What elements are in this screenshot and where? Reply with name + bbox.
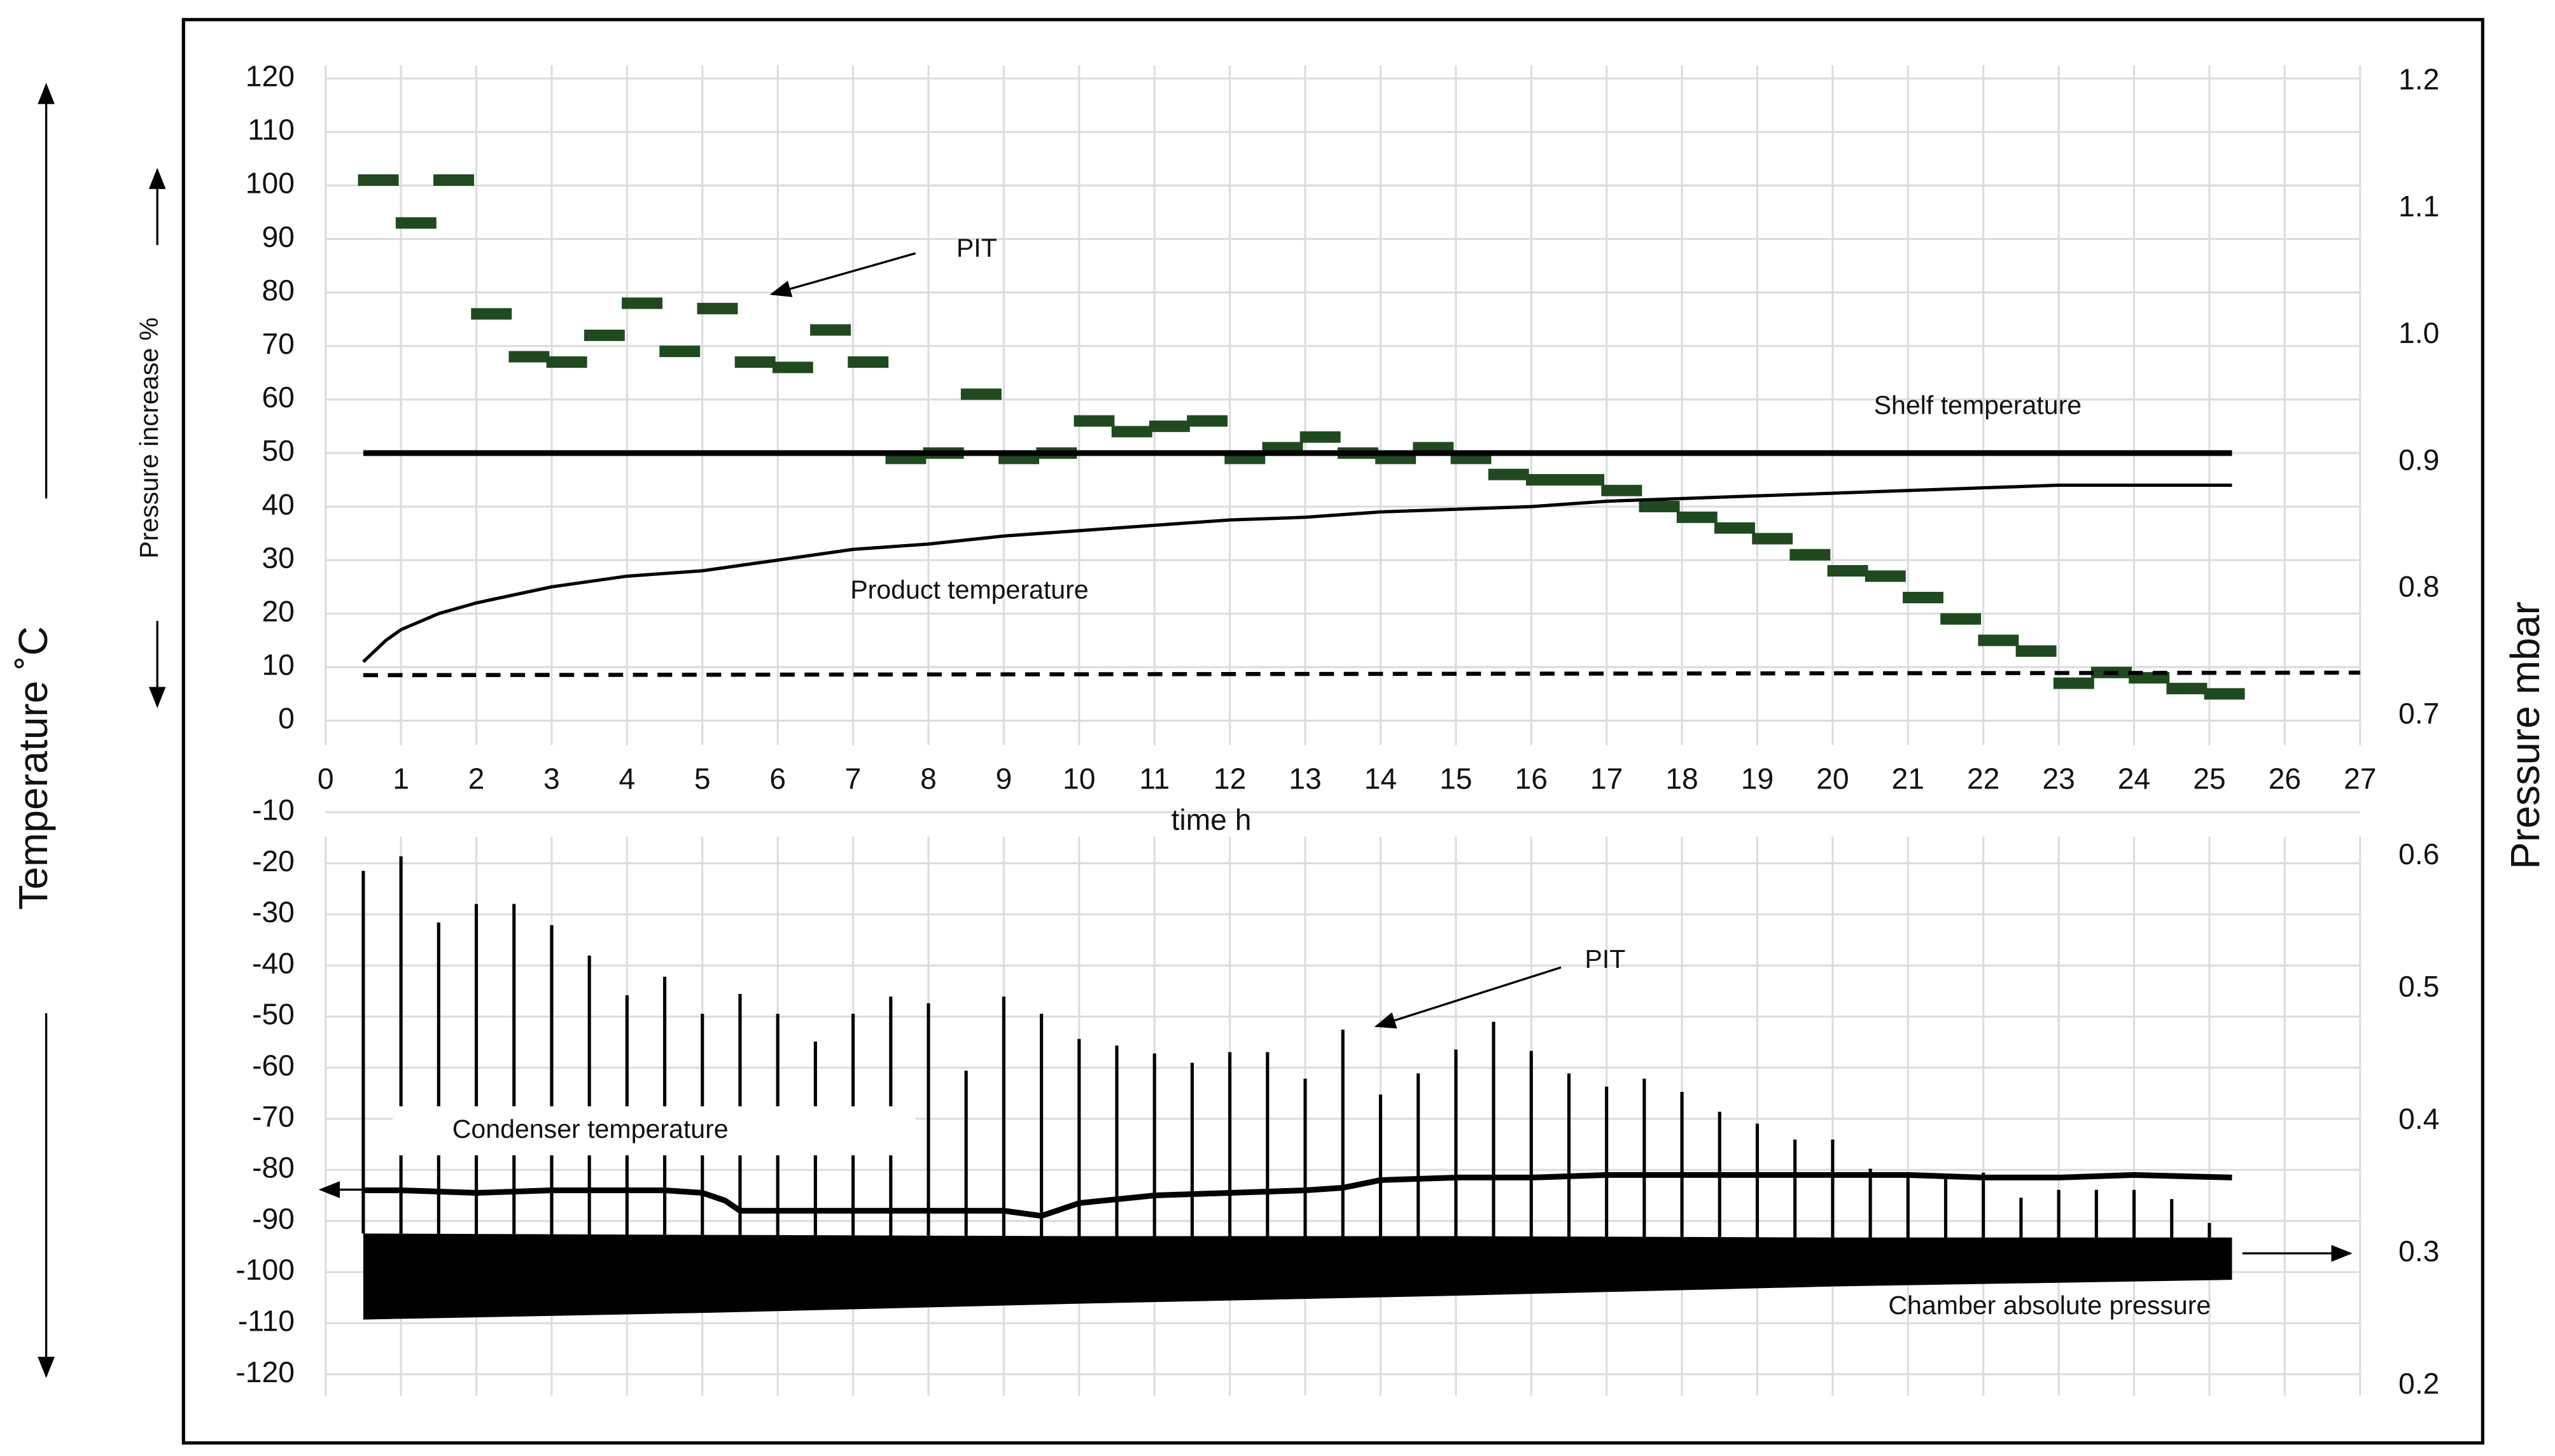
y-tick-label: 60 — [262, 381, 294, 414]
y-tick-label: -110 — [238, 1305, 295, 1338]
x-tick-label: 13 — [1289, 762, 1321, 795]
y-tick-label: 0 — [278, 702, 295, 735]
y2-tick-label: 0.6 — [2398, 837, 2439, 871]
series-label: Condenser temperature — [452, 1114, 729, 1144]
line — [362, 483, 2232, 663]
y-tick-label: -10 — [252, 793, 295, 826]
y2-tick-label: 0.7 — [2398, 697, 2439, 730]
y-tick-label: 80 — [262, 274, 294, 307]
y-tick-label: 20 — [262, 594, 294, 627]
y2-tick-label: 1.2 — [2398, 63, 2439, 96]
x-axis-label: time h — [1172, 803, 1252, 836]
arrow — [769, 252, 916, 297]
series-label: PIT — [956, 234, 997, 263]
x-tick-label: 9 — [996, 762, 1012, 795]
y-tick-label: 100 — [246, 167, 295, 200]
y-tick-label: 70 — [262, 327, 294, 360]
y-axis-label: Pressure increase % — [134, 318, 164, 559]
y-tick-label: -60 — [252, 1049, 295, 1082]
y-tick-label: -40 — [252, 946, 295, 979]
y2-tick-label: 1.0 — [2398, 316, 2439, 349]
series-label: Chamber absolute pressure — [1888, 1291, 2211, 1320]
x-tick-label: 16 — [1515, 762, 1548, 795]
y-tick-label: -20 — [252, 844, 295, 878]
x-tick-label: 15 — [1439, 762, 1472, 795]
frame — [181, 18, 2484, 1445]
y-tick-label: 40 — [262, 487, 294, 521]
y2-tick-label: 0.3 — [2398, 1235, 2439, 1268]
x-tick-label: 6 — [769, 762, 786, 795]
y-tick-label: 50 — [262, 434, 294, 467]
y2-tick-label: 0.4 — [2398, 1102, 2439, 1135]
x-tick-label: 1 — [393, 762, 409, 795]
y-tick-label: -120 — [235, 1355, 295, 1389]
y-tick-label: -80 — [252, 1151, 295, 1184]
y2-axis-label: Pressure mbar — [2502, 601, 2548, 869]
y2-tick-label: 0.2 — [2398, 1367, 2439, 1400]
x-tick-label: 12 — [1214, 762, 1246, 795]
x-tick-label: 5 — [694, 762, 711, 795]
y2-tick-label: 1.1 — [2398, 190, 2439, 223]
x-tick-label: 11 — [1139, 762, 1170, 795]
y-tick-label: -50 — [252, 998, 295, 1031]
marks — [358, 174, 2360, 1320]
x-tick-label: 22 — [1967, 762, 1999, 795]
arrow — [1374, 966, 1562, 1029]
y-tick-label: -30 — [252, 895, 295, 928]
y-tick-label: 10 — [262, 648, 294, 682]
series-label: Product temperature — [850, 575, 1088, 604]
x-tick-label: 18 — [1665, 762, 1698, 795]
x-tick-label: 21 — [1892, 762, 1924, 795]
y-tick-label: -70 — [252, 1100, 295, 1133]
x-tick-label: 24 — [2118, 762, 2150, 795]
x-tick-label: 14 — [1364, 762, 1397, 795]
x-tick-label: 8 — [920, 762, 937, 795]
x-tick-label: 20 — [1816, 762, 1849, 795]
y-tick-label: 30 — [262, 541, 294, 574]
series-label: Shelf temperature — [1874, 390, 2082, 419]
x-tick-label: 23 — [2042, 762, 2075, 795]
y2-tick-label: 0.8 — [2398, 570, 2439, 603]
x-tick-label: 7 — [845, 762, 862, 795]
y-tick-label: -90 — [252, 1202, 295, 1235]
y2-tick-label: 0.9 — [2398, 443, 2439, 476]
x-tick-label: 0 — [318, 762, 334, 795]
y-tick-label: 90 — [262, 220, 294, 253]
y-tick-label: 120 — [246, 59, 295, 92]
y-axis-label: Temperature ˚C — [10, 626, 56, 910]
annotation: PIT — [1585, 944, 1625, 974]
x-tick-label: 26 — [2269, 762, 2301, 795]
x-tick-label: 19 — [1741, 762, 1774, 795]
x-tick-label: 27 — [2344, 762, 2376, 795]
y-tick-label: 110 — [248, 113, 295, 146]
y2-tick-label: 0.5 — [2398, 970, 2439, 1003]
x-tick-label: 25 — [2193, 762, 2225, 795]
x-tick-label: 10 — [1063, 762, 1095, 795]
pressure-band — [363, 1233, 2232, 1320]
x-tick-label: 17 — [1590, 762, 1623, 795]
x-tick-label: 3 — [543, 762, 560, 795]
x-tick-label: 2 — [468, 762, 485, 795]
line — [363, 670, 2360, 678]
label-background — [392, 1106, 916, 1156]
x-tick-label: 4 — [619, 762, 635, 795]
y-tick-label: -100 — [235, 1253, 295, 1286]
